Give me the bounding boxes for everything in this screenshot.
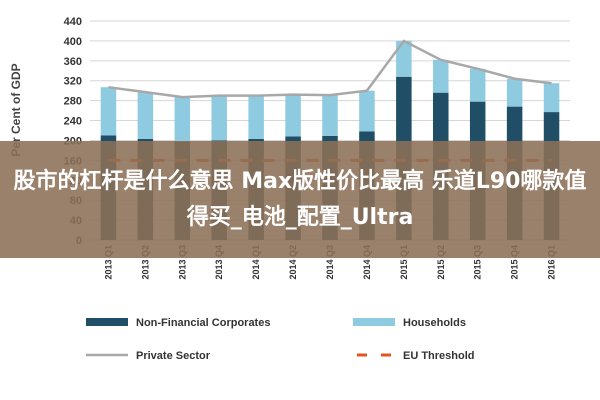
bar-households	[100, 87, 117, 136]
y-axis-label: Per Cent of GDP	[9, 63, 23, 156]
y-tick-label: 280	[64, 96, 82, 108]
x-tick-label: 2014 Q4	[362, 245, 372, 280]
bar-households	[506, 78, 523, 107]
bar-households	[543, 83, 560, 113]
x-tick-label: 2013 Q4	[214, 245, 224, 280]
y-tick-label: 400	[64, 36, 82, 48]
bar-households	[433, 59, 449, 93]
legend: Non-Financial Corporates Households Privat…	[86, 317, 475, 362]
bar-households	[469, 68, 486, 102]
x-tick-label: 2014 Q2	[288, 245, 298, 280]
x-tick-label: 2015 Q3	[473, 245, 483, 280]
x-tick-label: 2013 Q3	[177, 245, 187, 280]
x-tick-label: 2013 Q1	[103, 245, 113, 280]
legend-swatch	[353, 318, 395, 326]
legend-label: Private Sector	[136, 350, 211, 362]
bar-households	[211, 95, 227, 141]
bar-households	[248, 95, 264, 139]
bar-households	[396, 40, 412, 77]
x-tick-label: 2014 Q3	[325, 245, 335, 280]
legend-swatch	[86, 318, 128, 326]
x-tick-label: 2015 Q2	[436, 245, 446, 280]
bar-households	[322, 95, 338, 136]
y-tick-label: 360	[64, 56, 82, 68]
bar-households	[174, 97, 191, 142]
line-private-sector	[108, 39, 552, 99]
x-tick-label: 2016 Q1	[547, 245, 557, 280]
x-tick-labels: 2013 Q1 2013 Q2 2013 Q3 2013 Q4 2014 Q1 2014 …	[103, 245, 556, 280]
legend-label: Households	[403, 317, 466, 329]
y-tick-label: 240	[64, 116, 82, 128]
x-tick-label: 2013 Q2	[140, 245, 150, 280]
bar-households	[137, 92, 154, 139]
banner-overlay: 股市的杠杆是什么意思 Max版性价比最高 乐道L90哪款值得买_电池_配置_Ul…	[0, 141, 600, 258]
x-tick-label: 2015 Q4	[510, 245, 520, 280]
y-tick-label: 440	[64, 16, 82, 28]
y-tick-label: 320	[64, 76, 82, 88]
banner-text: 股市的杠杆是什么意思 Max版性价比最高 乐道L90哪款值得买_电池_配置_Ul…	[13, 168, 587, 230]
legend-label: Non-Financial Corporates	[136, 317, 270, 329]
bar-households	[359, 90, 375, 132]
x-tick-label: 2014 Q1	[251, 245, 261, 280]
bar-households	[285, 94, 301, 137]
x-tick-label: 2015 Q1	[399, 245, 409, 280]
legend-label: EU Threshold	[403, 350, 475, 362]
